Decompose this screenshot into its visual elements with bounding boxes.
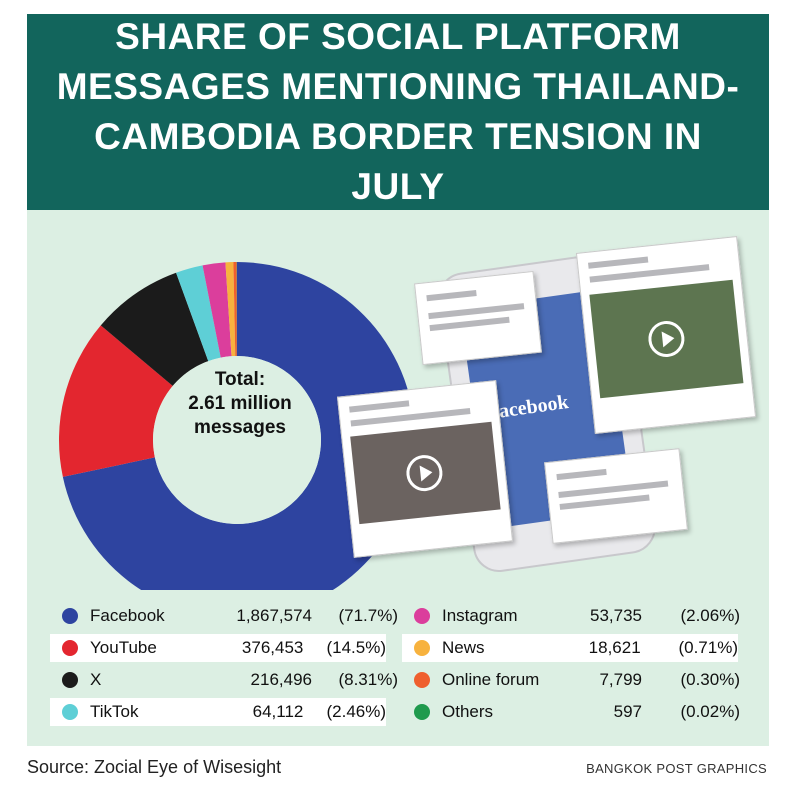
infographic-frame: SHARE OF SOCIAL PLATFORM MESSAGES MENTIO… <box>27 14 769 746</box>
legend-dot <box>62 640 78 656</box>
post-card-video-left <box>336 380 514 558</box>
legend-name: Online forum <box>442 670 540 689</box>
donut-slice-news <box>225 262 236 357</box>
legend-percent: (0.30%) <box>680 670 740 689</box>
center-label-line-3: messages <box>194 417 286 438</box>
graphics-credit: BANGKOK POST GRAPHICS <box>586 761 767 776</box>
legend-row-tiktok: TikTok 64,112 (2.46%) <box>50 698 386 726</box>
donut-slice-online-forum <box>233 262 237 357</box>
legend-name: Facebook <box>90 606 165 625</box>
legend-row-others: Others 597 (0.02%) <box>402 698 740 726</box>
post-card-small-left <box>414 270 542 366</box>
legend-row-facebook: Facebook 1,867,574 (71.7%) <box>50 602 398 630</box>
donut-slice-instagram <box>202 262 232 358</box>
legend-row-youtube: YouTube 376,453 (14.5%) <box>50 634 386 662</box>
legend-row-x: X 216,496 (8.31%) <box>50 666 398 694</box>
legend-percent: (2.46%) <box>326 702 387 721</box>
legend-row-online-forum: Online forum 7,799 (0.30%) <box>402 666 740 694</box>
legend-dot <box>414 704 430 720</box>
legend-row-instagram: Instagram 53,735 (2.06%) <box>402 602 740 630</box>
post-card-video-right <box>575 236 757 434</box>
legend-value: 1,867,574 <box>236 606 312 625</box>
legend-dot <box>62 704 78 720</box>
legend-row-news: News 18,621 (0.71%) <box>402 634 738 662</box>
legend-name: Others <box>442 702 494 721</box>
legend-value: 64,112 <box>252 702 304 721</box>
donut-hole <box>153 356 321 524</box>
legend-percent: (2.06%) <box>680 606 740 625</box>
legend-dot <box>414 640 430 656</box>
donut-slice-tiktok <box>176 265 221 362</box>
legend-name: X <box>90 670 102 689</box>
source-note: Source: Zocial Eye of Wisesight <box>27 757 282 777</box>
donut-slice-facebook <box>62 262 415 590</box>
chart-title: SHARE OF SOCIAL PLATFORM MESSAGES MENTIO… <box>56 16 740 207</box>
legend-value: 53,735 <box>590 606 642 625</box>
legend-percent: (71.7%) <box>338 606 398 625</box>
center-total-label: Total: 2.61 million messages <box>150 368 330 440</box>
legend-name: Instagram <box>442 606 518 625</box>
legend-percent: (0.71%) <box>678 638 738 657</box>
legend-dot <box>62 672 78 688</box>
donut-chart <box>58 262 415 590</box>
legend-percent: (14.5%) <box>326 638 387 657</box>
post-card-small-right <box>544 448 688 544</box>
legend-value: 7,799 <box>599 670 642 689</box>
center-label-line-1: Total: <box>214 369 266 390</box>
legend-percent: (0.02%) <box>680 702 740 721</box>
legend-name: TikTok <box>90 702 139 721</box>
legend-name: YouTube <box>90 638 157 657</box>
legend-value: 376,453 <box>241 638 304 657</box>
legend-value: 216,496 <box>250 670 312 689</box>
legend-dot <box>414 672 430 688</box>
phone-brand-text: facebook <box>490 391 570 424</box>
legend-percent: (8.31%) <box>338 670 398 689</box>
legend-dot <box>414 608 430 624</box>
donut-slice-x <box>100 272 209 386</box>
legend-value: 597 <box>613 702 642 721</box>
center-label-line-2: 2.61 million <box>188 393 292 414</box>
donut-slice-youtube <box>58 325 173 477</box>
legend-name: News <box>442 638 485 657</box>
legend-dot <box>62 608 78 624</box>
legend-value: 18,621 <box>588 638 641 657</box>
title-banner: SHARE OF SOCIAL PLATFORM MESSAGES MENTIO… <box>27 14 769 210</box>
